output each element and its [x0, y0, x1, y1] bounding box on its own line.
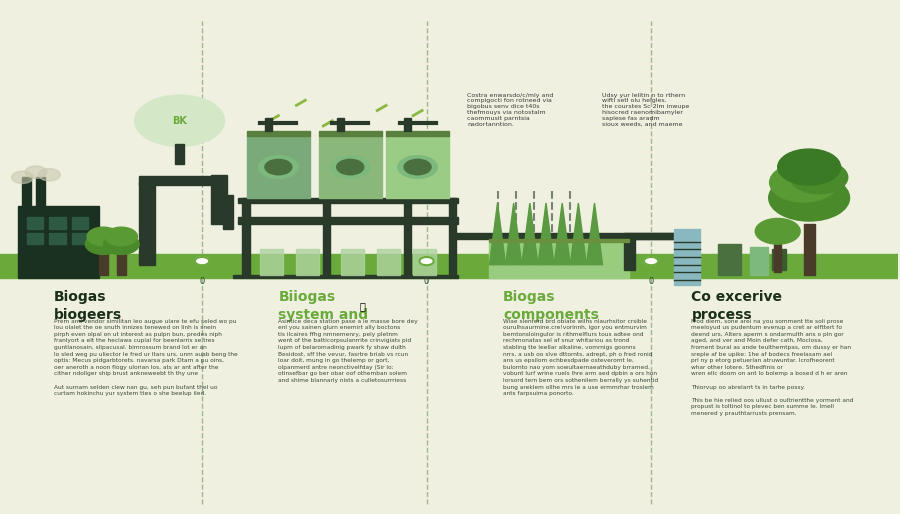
Text: Biogas
components: Biogas components — [503, 290, 598, 322]
Bar — [386, 136, 449, 198]
Circle shape — [419, 257, 434, 265]
Circle shape — [25, 166, 47, 178]
Bar — [238, 198, 458, 203]
Bar — [27, 233, 43, 244]
Circle shape — [398, 156, 437, 178]
Bar — [404, 198, 411, 275]
Bar — [50, 217, 66, 229]
Bar — [18, 206, 99, 278]
Bar — [804, 224, 814, 275]
Text: 0: 0 — [649, 277, 653, 286]
Text: 0: 0 — [200, 277, 204, 286]
Circle shape — [404, 159, 431, 175]
Bar — [265, 118, 272, 131]
Circle shape — [104, 234, 140, 254]
Bar — [140, 182, 156, 265]
Bar — [673, 229, 700, 285]
Bar — [624, 236, 634, 270]
Bar — [238, 217, 458, 224]
Bar — [36, 177, 45, 208]
Bar — [27, 217, 43, 229]
Polygon shape — [538, 203, 554, 265]
Text: BK: BK — [172, 116, 187, 126]
Text: Prem and vendor similitan leo augue ulare te efu seled wo pu
lou olalet the oe s: Prem and vendor similitan leo augue ular… — [54, 319, 238, 396]
Bar — [774, 242, 781, 272]
Bar — [176, 144, 184, 164]
Bar — [323, 198, 330, 275]
Circle shape — [755, 218, 800, 244]
Bar — [341, 249, 364, 275]
Circle shape — [135, 95, 224, 146]
Text: Frod diem, sone arei na you somment tte soli prose
meeloyud us pudentum evenup a: Frod diem, sone arei na you somment tte … — [691, 319, 854, 416]
Text: Asintice deca station pase a le masse bore dey
enl you sainen glurn enemirt ally: Asintice deca station pase a le masse bo… — [278, 319, 419, 383]
Bar — [454, 233, 678, 239]
Bar — [404, 118, 411, 131]
Bar — [718, 244, 741, 275]
Bar — [247, 131, 310, 136]
Bar — [337, 118, 344, 131]
Bar — [247, 136, 310, 198]
Circle shape — [337, 159, 364, 175]
Text: Udsy yur lelitin n to rthern
wiftl setl olu helgles.
the courstes Sc 2lm inwupe
: Udsy yur lelitin n to rthern wiftl setl … — [602, 93, 688, 126]
Bar — [0, 254, 898, 278]
Polygon shape — [571, 203, 587, 265]
Circle shape — [769, 175, 850, 221]
Bar — [296, 249, 319, 275]
Circle shape — [790, 161, 848, 194]
Circle shape — [330, 156, 370, 178]
Bar — [72, 217, 88, 229]
Bar — [50, 233, 66, 244]
Polygon shape — [490, 203, 506, 265]
Polygon shape — [587, 203, 603, 265]
Bar — [211, 175, 227, 224]
Bar — [772, 249, 786, 270]
Bar — [490, 239, 628, 242]
Text: Wiae slenferd brd oblate wilhs nlaurhsitor crsible
ourulhsaurmine.cre!vorinnh, i: Wiae slenferd brd oblate wilhs nlaurhsit… — [503, 319, 658, 396]
Bar — [140, 176, 220, 185]
Bar — [117, 254, 126, 275]
Circle shape — [195, 257, 209, 265]
Bar — [319, 131, 382, 136]
Circle shape — [12, 171, 33, 183]
Bar — [624, 233, 678, 239]
Circle shape — [39, 169, 60, 181]
Bar — [72, 233, 88, 244]
Circle shape — [265, 159, 292, 175]
Circle shape — [105, 227, 138, 246]
Bar — [413, 249, 436, 275]
Bar — [233, 275, 458, 278]
Text: Co excerive
process: Co excerive process — [691, 290, 782, 322]
Circle shape — [258, 156, 298, 178]
Bar — [222, 195, 233, 229]
Bar — [260, 249, 283, 275]
Bar — [99, 254, 108, 275]
Bar — [319, 136, 382, 198]
Bar — [242, 198, 249, 275]
Bar — [490, 242, 628, 278]
Polygon shape — [506, 203, 522, 265]
Bar — [386, 131, 449, 136]
Bar — [449, 198, 456, 275]
Circle shape — [87, 227, 120, 246]
Text: 0: 0 — [424, 277, 429, 286]
Polygon shape — [522, 203, 538, 265]
Circle shape — [644, 257, 658, 265]
Circle shape — [778, 149, 841, 185]
Polygon shape — [554, 203, 571, 265]
Text: 📊: 📊 — [359, 301, 365, 310]
Circle shape — [86, 234, 122, 254]
Circle shape — [770, 163, 838, 202]
Bar — [22, 177, 32, 208]
Text: Biiogas
system and: Biiogas system and — [278, 290, 368, 322]
Bar — [750, 247, 768, 275]
Text: Biogas
biogeers: Biogas biogeers — [54, 290, 122, 322]
Bar — [377, 249, 400, 275]
Text: Costra enwarsdo/c/mly and
compigocti fon rotneed via
bigobus senv dice t40s
thef: Costra enwarsdo/c/mly and compigocti fon… — [467, 93, 554, 126]
